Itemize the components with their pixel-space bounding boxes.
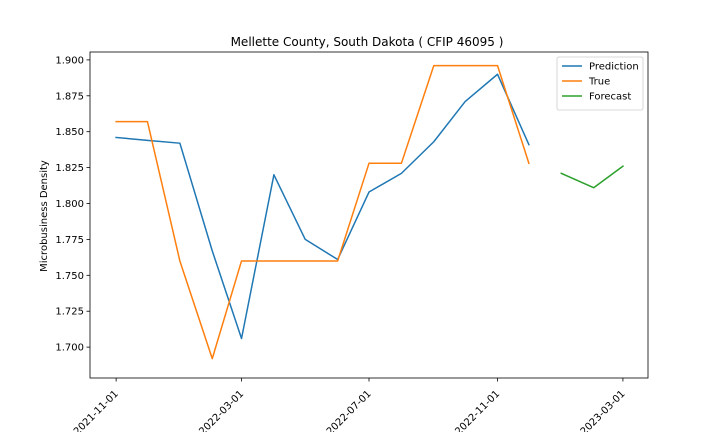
y-tick-label-2: 1.750 xyxy=(55,271,84,282)
y-tick-label-6: 1.850 xyxy=(55,127,84,138)
series-line-forecast xyxy=(560,165,624,189)
legend-label-true: True xyxy=(588,77,610,88)
chart-title: Mellette County, South Dakota ( CFIP 460… xyxy=(231,35,504,49)
y-tick-label-7: 1.875 xyxy=(55,91,84,102)
series-line-prediction xyxy=(115,73,530,340)
y-tick-label-8: 1.900 xyxy=(55,55,84,66)
series-line-true xyxy=(115,64,530,360)
y-tick-label-1: 1.725 xyxy=(55,307,84,318)
y-axis: 1.700 1.725 1.750 1.775 1.800 1.825 1.850 1.875… xyxy=(55,55,90,354)
y-tick-label-3: 1.775 xyxy=(55,235,84,246)
series-true xyxy=(115,64,530,360)
legend-label-prediction: Prediction xyxy=(589,62,639,73)
y-tick-label-0: 1.700 xyxy=(55,343,84,354)
x-tick-label-2: 2022-07-01 xyxy=(325,389,374,432)
y-tick-label-4: 1.800 xyxy=(55,199,84,210)
y-axis-label: Microbusiness Density xyxy=(39,160,50,272)
series-forecast xyxy=(560,165,624,189)
y-tick-label-5: 1.825 xyxy=(55,163,84,174)
legend-label-forecast: Forecast xyxy=(589,92,631,103)
series-prediction xyxy=(115,73,530,340)
legend: Prediction True Forecast xyxy=(556,56,644,111)
x-tick-label-1: 2022-03-01 xyxy=(197,389,246,432)
x-tick-label-4: 2023-03-01 xyxy=(579,389,628,432)
plot-frame xyxy=(89,51,649,379)
x-tick-label-3: 2022-11-01 xyxy=(453,389,502,432)
x-tick-label-0: 2021-11-01 xyxy=(72,389,121,432)
x-axis: 2021-11-01 2022-03-01 2022-07-01 2022-11-01… xyxy=(72,378,628,432)
series-layer xyxy=(115,64,624,360)
